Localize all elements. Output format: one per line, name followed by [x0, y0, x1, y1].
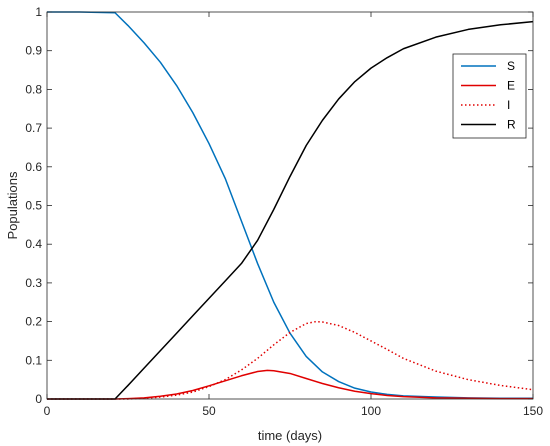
y-tick-label: 0.9 — [25, 44, 42, 58]
y-tick-label: 0.1 — [25, 353, 42, 367]
series-line-s — [47, 11, 533, 399]
legend-label-s: S — [507, 59, 515, 73]
legend-label-i: I — [507, 98, 510, 112]
x-tick-label: 150 — [523, 404, 543, 418]
y-tick-label: 0.2 — [25, 315, 42, 329]
x-tick-label: 50 — [202, 404, 216, 418]
x-tick-label: 0 — [44, 404, 51, 418]
y-tick-label: 1 — [35, 5, 42, 19]
x-axis-label: time (days) — [258, 428, 322, 443]
series-line-r — [47, 20, 534, 400]
plot-area — [47, 11, 534, 400]
y-tick-label: 0.7 — [25, 121, 42, 135]
y-tick-label: 0.5 — [25, 199, 42, 213]
x-tick-label: 100 — [361, 404, 381, 418]
series-line-i — [47, 320, 534, 400]
y-tick-label: 0 — [35, 392, 42, 406]
y-tick-label: 0.3 — [25, 276, 42, 290]
legend-label-r: R — [507, 118, 516, 132]
y-tick-label: 0.6 — [25, 160, 42, 174]
y-tick-label: 0.8 — [25, 82, 42, 96]
y-axis-label: Populations — [5, 171, 20, 239]
y-tick-label: 0.4 — [25, 237, 42, 251]
legend-label-e: E — [507, 79, 515, 93]
axes: 0 50 100 150 0 0.1 0.2 0.3 0.4 0.5 0.6 0.7 0.8 0.9 1 — [25, 5, 543, 418]
series-line-e — [47, 369, 533, 400]
